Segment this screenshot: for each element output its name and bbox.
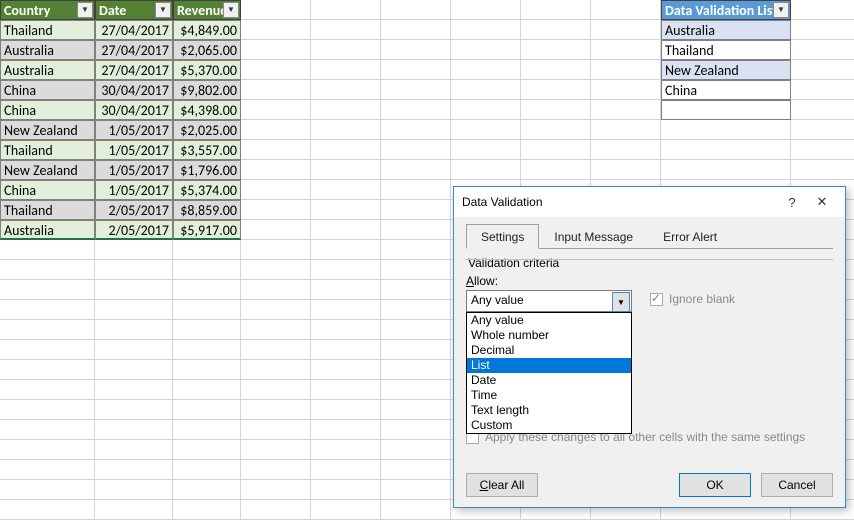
table-cell-revenue[interactable]: $4,849.00 [173, 20, 241, 40]
allow-value: Any value [471, 293, 524, 307]
ok-button[interactable]: OK [679, 473, 751, 497]
filter-icon[interactable]: ▼ [223, 2, 239, 18]
table-cell-date[interactable]: 1/05/2017 [95, 160, 173, 180]
table-cell-country[interactable]: Thailand [0, 20, 95, 40]
table-cell-date[interactable]: 30/04/2017 [95, 80, 173, 100]
allow-option[interactable]: Time [467, 388, 631, 403]
validation-list-item[interactable]: Australia [661, 20, 791, 40]
table-cell-country[interactable]: New Zealand [0, 120, 95, 140]
allow-option[interactable]: List [467, 358, 631, 373]
table-header-date[interactable]: Date▼ [95, 0, 173, 20]
allow-label: Allow: [466, 274, 632, 288]
table-cell-revenue[interactable]: $2,065.00 [173, 40, 241, 60]
table-cell-country[interactable]: China [0, 180, 95, 200]
table-cell-revenue[interactable]: $9,802.00 [173, 80, 241, 100]
allow-option[interactable]: Whole number [467, 328, 631, 343]
table-cell-revenue[interactable]: $5,917.00 [173, 220, 241, 240]
table-cell-country[interactable]: Australia [0, 40, 95, 60]
allow-option[interactable]: Date [467, 373, 631, 388]
data-validation-dialog: Data Validation ? ✕ Settings Input Messa… [453, 186, 846, 508]
table-cell-revenue[interactable]: $1,796.00 [173, 160, 241, 180]
dialog-title: Data Validation [462, 195, 777, 209]
table-cell-revenue[interactable]: $2,025.00 [173, 120, 241, 140]
table-cell-country[interactable]: Thailand [0, 200, 95, 220]
table-cell-revenue[interactable]: $3,557.00 [173, 140, 241, 160]
table-cell-date[interactable]: 27/04/2017 [95, 40, 173, 60]
close-icon[interactable]: ✕ [807, 188, 837, 216]
allow-option[interactable]: Custom [467, 418, 631, 433]
table-cell-country[interactable]: China [0, 100, 95, 120]
cancel-button[interactable]: Cancel [761, 473, 833, 497]
tab-input-message[interactable]: Input Message [539, 224, 648, 249]
validation-list-item[interactable]: New Zealand [661, 60, 791, 80]
table-header-revenue[interactable]: Revenue▼ [173, 0, 241, 20]
table-cell-revenue[interactable]: $8,859.00 [173, 200, 241, 220]
table-cell-date[interactable]: 27/04/2017 [95, 20, 173, 40]
chevron-down-icon[interactable]: ▼ [612, 292, 630, 312]
allow-option[interactable]: Decimal [467, 343, 631, 358]
table-header-country[interactable]: Country▼ [0, 0, 95, 20]
allow-dropdown-list: Any valueWhole numberDecimalListDateTime… [466, 312, 632, 434]
table-cell-date[interactable]: 1/05/2017 [95, 140, 173, 160]
ignore-blank-label: Ignore blank [669, 292, 735, 306]
tab-error-alert[interactable]: Error Alert [648, 224, 732, 249]
table-cell-date[interactable]: 2/05/2017 [95, 200, 173, 220]
table-cell-revenue[interactable]: $5,374.00 [173, 180, 241, 200]
allow-option[interactable]: Any value [467, 313, 631, 328]
help-icon[interactable]: ? [777, 188, 807, 216]
dialog-tabs: Settings Input Message Error Alert [466, 223, 833, 249]
validation-list-item[interactable]: Thailand [661, 40, 791, 60]
table-cell-country[interactable]: China [0, 80, 95, 100]
filter-icon[interactable]: ▼ [77, 2, 93, 18]
table-cell-date[interactable]: 1/05/2017 [95, 180, 173, 200]
ignore-blank-checkbox [650, 293, 663, 306]
table-cell-revenue[interactable]: $4,398.00 [173, 100, 241, 120]
validation-list-item[interactable]: China [661, 80, 791, 100]
table-cell-country[interactable]: Australia [0, 60, 95, 80]
table-cell-country[interactable]: New Zealand [0, 160, 95, 180]
dialog-titlebar[interactable]: Data Validation ? ✕ [454, 187, 845, 217]
table-cell-country[interactable]: Thailand [0, 140, 95, 160]
allow-combobox[interactable]: Any value ▼ [466, 290, 632, 312]
table-cell-revenue[interactable]: $5,370.00 [173, 60, 241, 80]
validation-list-header[interactable]: Data Validation List:▼ [661, 0, 791, 20]
allow-option[interactable]: Text length [467, 403, 631, 418]
table-cell-date[interactable]: 1/05/2017 [95, 120, 173, 140]
table-cell-date[interactable]: 27/04/2017 [95, 60, 173, 80]
tab-settings[interactable]: Settings [466, 224, 539, 249]
clear-all-button[interactable]: Clear All [466, 473, 538, 497]
table-cell-date[interactable]: 2/05/2017 [95, 220, 173, 240]
filter-icon[interactable]: ▼ [155, 2, 171, 18]
table-cell-date[interactable]: 30/04/2017 [95, 100, 173, 120]
filter-icon[interactable]: ▼ [773, 2, 789, 18]
table-cell-country[interactable]: Australia [0, 220, 95, 240]
